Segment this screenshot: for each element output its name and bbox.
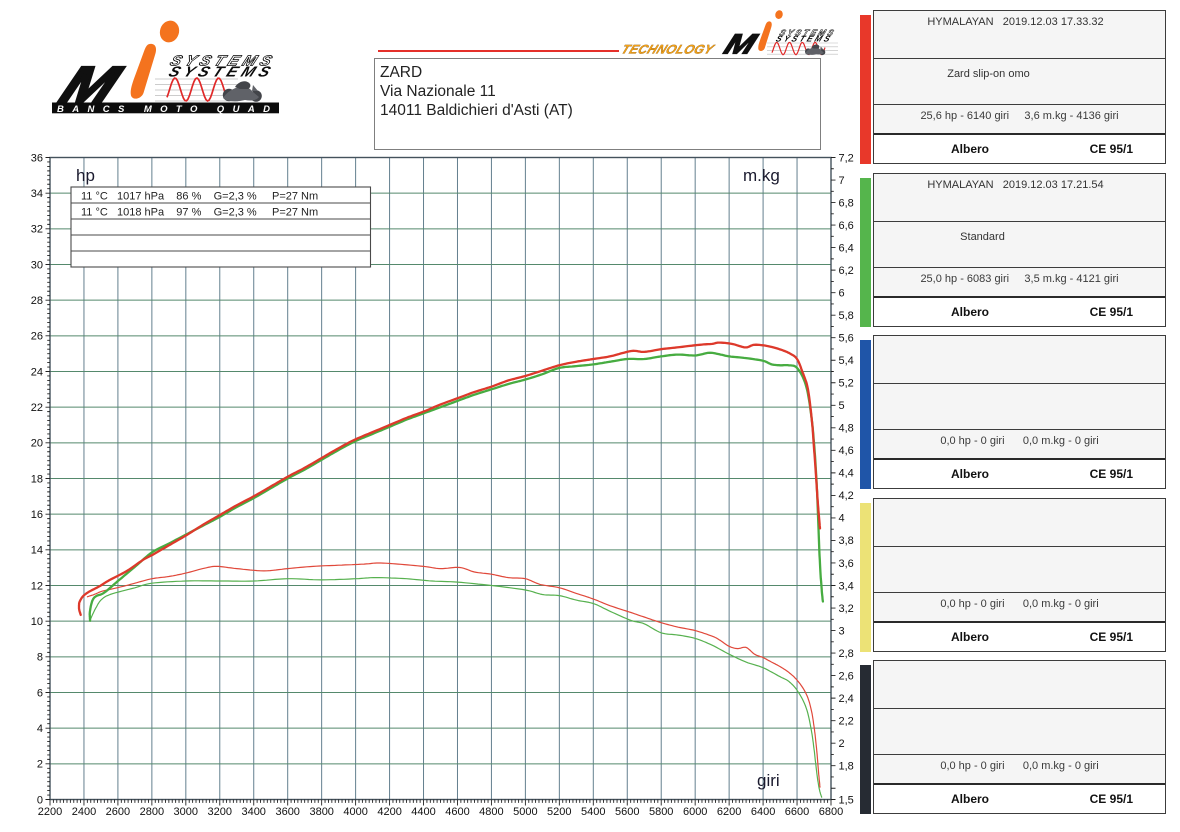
svg-text:3,2: 3,2 — [839, 603, 854, 615]
svg-text:2: 2 — [37, 759, 43, 771]
svg-text:6,2: 6,2 — [839, 265, 854, 277]
svg-text:2,6: 2,6 — [839, 670, 854, 682]
svg-text:20: 20 — [31, 438, 43, 450]
svg-text:4: 4 — [839, 513, 845, 525]
svg-text:6,4: 6,4 — [839, 242, 854, 254]
svg-text:2,8: 2,8 — [839, 648, 854, 660]
svg-text:6: 6 — [839, 288, 845, 300]
svg-text:4,8: 4,8 — [839, 423, 854, 435]
svg-text:4,2: 4,2 — [839, 490, 854, 502]
svg-text:4,4: 4,4 — [839, 468, 854, 480]
svg-text:6000: 6000 — [683, 806, 707, 818]
svg-text:5: 5 — [839, 400, 845, 412]
svg-text:6,6: 6,6 — [839, 220, 854, 232]
svg-text:6200: 6200 — [717, 806, 741, 818]
svg-text:5400: 5400 — [581, 806, 605, 818]
svg-text:BANCS MOTO QUAD: BANCS MOTO QUAD — [57, 104, 278, 115]
svg-text:5,2: 5,2 — [839, 378, 854, 390]
svg-text:4400: 4400 — [411, 806, 435, 818]
svg-text:6800: 6800 — [819, 806, 843, 818]
svg-text:4: 4 — [37, 723, 43, 735]
svg-text:7: 7 — [839, 175, 845, 187]
svg-text:2800: 2800 — [140, 806, 164, 818]
svg-text:11 °C 1017 hPa 86 % G=: 11 °C 1017 hPa 86 % G=2,3 % P=27 Nm — [81, 191, 318, 203]
svg-text:24: 24 — [31, 366, 43, 378]
svg-text:3800: 3800 — [309, 806, 333, 818]
svg-text:5,8: 5,8 — [839, 310, 854, 322]
svg-text:11 °C 1018 hPa 97 % G=: 11 °C 1018 hPa 97 % G=2,3 % P=27 Nm — [81, 207, 318, 219]
svg-text:12: 12 — [31, 580, 43, 592]
svg-text:SYSTEMS: SYSTEMS — [167, 53, 278, 69]
svg-text:28: 28 — [31, 295, 43, 307]
svg-text:TECHNOLOGY: TECHNOLOGY — [619, 42, 717, 56]
svg-text:5600: 5600 — [615, 806, 639, 818]
svg-text:22: 22 — [31, 402, 43, 414]
svg-text:6,8: 6,8 — [839, 197, 854, 209]
svg-text:26: 26 — [31, 331, 43, 343]
svg-text:5000: 5000 — [513, 806, 537, 818]
svg-text:2,2: 2,2 — [839, 716, 854, 728]
svg-text:2400: 2400 — [72, 806, 96, 818]
svg-text:3400: 3400 — [241, 806, 265, 818]
svg-text:3,6: 3,6 — [839, 558, 854, 570]
svg-text:32: 32 — [31, 224, 43, 236]
svg-text:3,8: 3,8 — [839, 535, 854, 547]
svg-text:3: 3 — [839, 625, 845, 637]
svg-text:8: 8 — [37, 652, 43, 664]
svg-text:7,2: 7,2 — [839, 152, 854, 164]
svg-text:30: 30 — [31, 259, 43, 271]
svg-text:34: 34 — [31, 188, 43, 200]
svg-text:4,6: 4,6 — [839, 445, 854, 457]
svg-text:18: 18 — [31, 473, 43, 485]
svg-text:5,6: 5,6 — [839, 333, 854, 345]
svg-text:0: 0 — [37, 794, 43, 806]
svg-text:5200: 5200 — [547, 806, 571, 818]
svg-text:3000: 3000 — [174, 806, 198, 818]
svg-text:6: 6 — [37, 687, 43, 699]
svg-text:14: 14 — [31, 545, 43, 557]
svg-text:4800: 4800 — [479, 806, 503, 818]
svg-text:3600: 3600 — [275, 806, 299, 818]
svg-text:10: 10 — [31, 616, 43, 628]
svg-text:SYSTEMS: SYSTEMS — [778, 28, 838, 38]
svg-text:hp: hp — [76, 166, 95, 185]
svg-text:5800: 5800 — [649, 806, 673, 818]
svg-text:SYSTEMS: SYSTEMS — [774, 34, 834, 44]
svg-text:2: 2 — [839, 738, 845, 750]
svg-text:4000: 4000 — [343, 806, 367, 818]
svg-text:1,8: 1,8 — [839, 761, 854, 773]
svg-text:4600: 4600 — [445, 806, 469, 818]
svg-text:5,4: 5,4 — [839, 355, 854, 367]
svg-text:2,4: 2,4 — [839, 693, 854, 705]
svg-text:m.kg: m.kg — [743, 166, 780, 185]
svg-text:giri: giri — [757, 771, 780, 790]
svg-text:16: 16 — [31, 509, 43, 521]
svg-text:2600: 2600 — [106, 806, 130, 818]
svg-text:6600: 6600 — [785, 806, 809, 818]
svg-text:3200: 3200 — [208, 806, 232, 818]
svg-text:6400: 6400 — [751, 806, 775, 818]
svg-text:SYSTEMS: SYSTEMS — [166, 64, 277, 80]
svg-text:36: 36 — [31, 152, 43, 164]
svg-text:3,4: 3,4 — [839, 580, 854, 592]
svg-text:4200: 4200 — [377, 806, 401, 818]
svg-text:1,5: 1,5 — [839, 794, 854, 806]
svg-text:2200: 2200 — [38, 806, 62, 818]
